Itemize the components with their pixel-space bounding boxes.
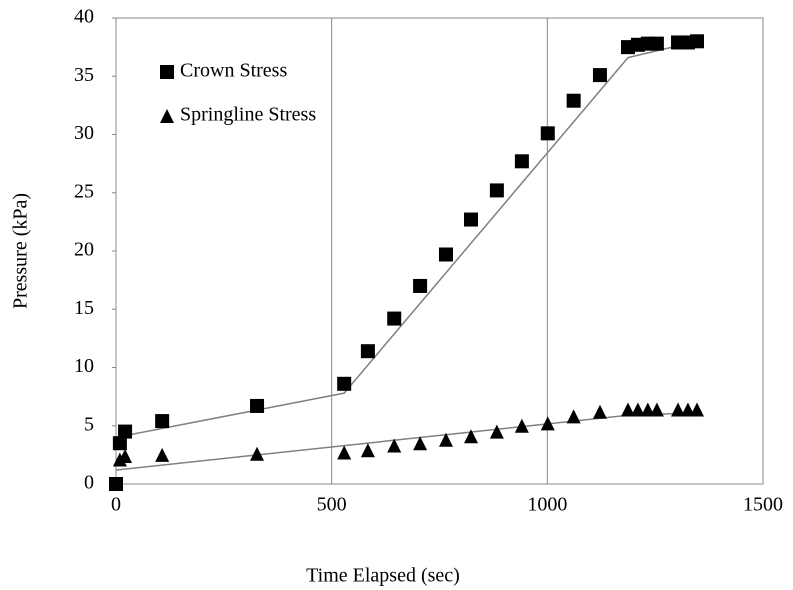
y-tick-label: 5: [84, 413, 94, 435]
triangle-marker: [630, 402, 645, 417]
triangle-marker: [413, 436, 428, 451]
square-marker: [438, 247, 453, 262]
triangle-marker: [620, 402, 635, 417]
triangle-marker: [360, 443, 375, 458]
square-marker: [413, 278, 428, 293]
triangle-marker: [463, 429, 478, 444]
triangle-marker: [671, 402, 686, 417]
x-tick-label: 500: [317, 494, 347, 516]
square-marker: [118, 424, 133, 439]
y-tick-label: 0: [84, 472, 94, 494]
y-tick-label: 20: [74, 239, 94, 261]
legend-label: Springline Stress: [180, 104, 316, 126]
legend-marker: [160, 65, 174, 79]
y-tick-label: 25: [74, 180, 94, 202]
y-tick-label: 15: [74, 297, 94, 319]
triangle-marker: [540, 416, 555, 431]
square-marker: [387, 311, 402, 326]
triangle-marker: [514, 418, 529, 433]
square-marker: [540, 126, 555, 141]
triangle-marker: [118, 449, 133, 464]
triangle-marker: [649, 402, 664, 417]
square-marker: [566, 93, 581, 108]
y-axis-title: Pressure (kPa): [10, 193, 32, 309]
triangle-marker: [680, 402, 695, 417]
x-axis-title: Time Elapsed (sec): [306, 565, 460, 587]
triangle-marker: [690, 402, 705, 417]
triangle-marker: [155, 447, 170, 462]
trend-line: [115, 40, 698, 439]
square-marker: [463, 212, 478, 227]
legend-label: Crown Stress: [180, 60, 287, 82]
triangle-marker: [387, 438, 402, 453]
square-marker: [489, 183, 504, 198]
triangle-marker: [337, 445, 352, 460]
y-tick-label: 35: [74, 64, 94, 86]
x-tick-label: 0: [111, 494, 121, 516]
x-tick-label: 1500: [743, 494, 783, 516]
square-marker: [109, 477, 123, 491]
square-marker: [250, 398, 265, 413]
square-marker: [690, 34, 705, 49]
y-tick-label: 30: [74, 122, 94, 144]
x-tick-label: 1000: [527, 494, 567, 516]
legend-marker: [160, 109, 174, 123]
trend-line: [115, 412, 698, 471]
square-marker: [360, 344, 375, 359]
square-marker: [514, 154, 529, 169]
square-marker: [112, 436, 127, 451]
triangle-marker: [250, 446, 265, 461]
triangle-marker: [640, 402, 655, 417]
square-marker: [337, 376, 352, 391]
y-tick-label: 10: [74, 355, 94, 377]
triangle-marker: [592, 404, 607, 419]
triangle-marker: [489, 424, 504, 439]
square-marker: [649, 36, 664, 51]
square-marker: [592, 68, 607, 83]
y-tick-label: 40: [74, 6, 94, 28]
triangle-marker: [566, 409, 581, 424]
triangle-marker: [438, 432, 453, 447]
square-marker: [155, 414, 170, 429]
